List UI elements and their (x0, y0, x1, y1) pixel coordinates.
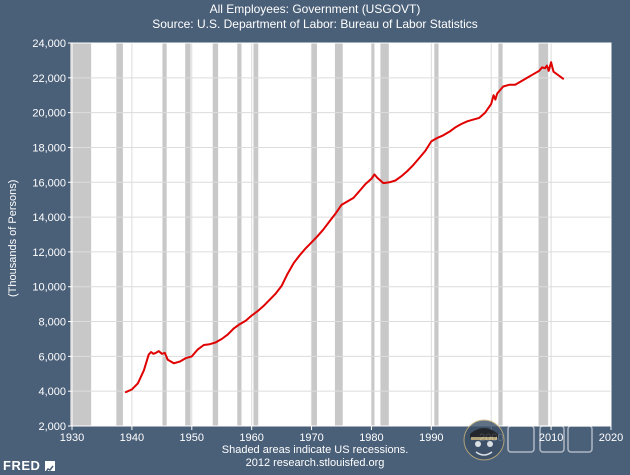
y-tick-label: 10,000 (32, 282, 66, 294)
y-tick-label: 2,000 (38, 421, 66, 433)
recession-band (212, 43, 219, 426)
y-tick-label: 18,000 (32, 142, 66, 154)
series-line (124, 61, 565, 394)
recession-band (310, 43, 317, 426)
x-tick-label: 1960 (239, 432, 263, 444)
x-tick-label: 2020 (599, 432, 623, 444)
y-tick-label: 24,000 (32, 38, 66, 50)
y-tick-label: 12,000 (32, 247, 66, 259)
recession-band (538, 43, 549, 426)
chart-footer: Shaded areas indicate US recessions. 201… (0, 444, 630, 470)
plot-border (71, 42, 612, 427)
recession-band (116, 43, 123, 426)
x-tick-label: 1990 (419, 432, 443, 444)
y-tick-label: 4,000 (38, 386, 66, 398)
recession-band (70, 43, 92, 426)
chart-source: Source: U.S. Department of Labor: Bureau… (152, 17, 478, 31)
x-tick-label: 1970 (299, 432, 323, 444)
x-tick-label: 1940 (120, 432, 144, 444)
recession-band (371, 43, 375, 426)
watermark-logo (463, 419, 593, 461)
x-tick-label: 1980 (359, 432, 383, 444)
fred-logo[interactable]: FRED (3, 458, 41, 473)
chart-title: All Employees: Government (USGOVT) (209, 2, 421, 16)
y-tick-label: 20,000 (32, 108, 66, 120)
recession-note: Shaded areas indicate US recessions. (221, 444, 409, 456)
y-tick-label: 22,000 (32, 73, 66, 85)
y-tick-label: 16,000 (32, 177, 66, 189)
recession-band (380, 43, 389, 426)
x-tick-label: 1930 (60, 432, 84, 444)
recession-band (237, 43, 242, 426)
recession-band (185, 43, 191, 426)
recession-band (162, 43, 167, 426)
x-tick-label: 2010 (539, 432, 563, 444)
y-tick-label: 14,000 (32, 212, 66, 224)
source-credit: 2012 research.stlouisfed.org (245, 457, 385, 469)
recession-band (434, 43, 439, 426)
y-tick-label: 8,000 (38, 317, 66, 329)
chart-header: All Employees: Government (USGOVT) Sourc… (0, 2, 630, 32)
recession-band (498, 43, 503, 426)
fred-graph-icon (45, 461, 55, 473)
x-tick-label: 1950 (180, 432, 204, 444)
y-tick-label: 6,000 (38, 351, 66, 363)
recession-band (334, 43, 343, 426)
recession-band (253, 43, 259, 426)
